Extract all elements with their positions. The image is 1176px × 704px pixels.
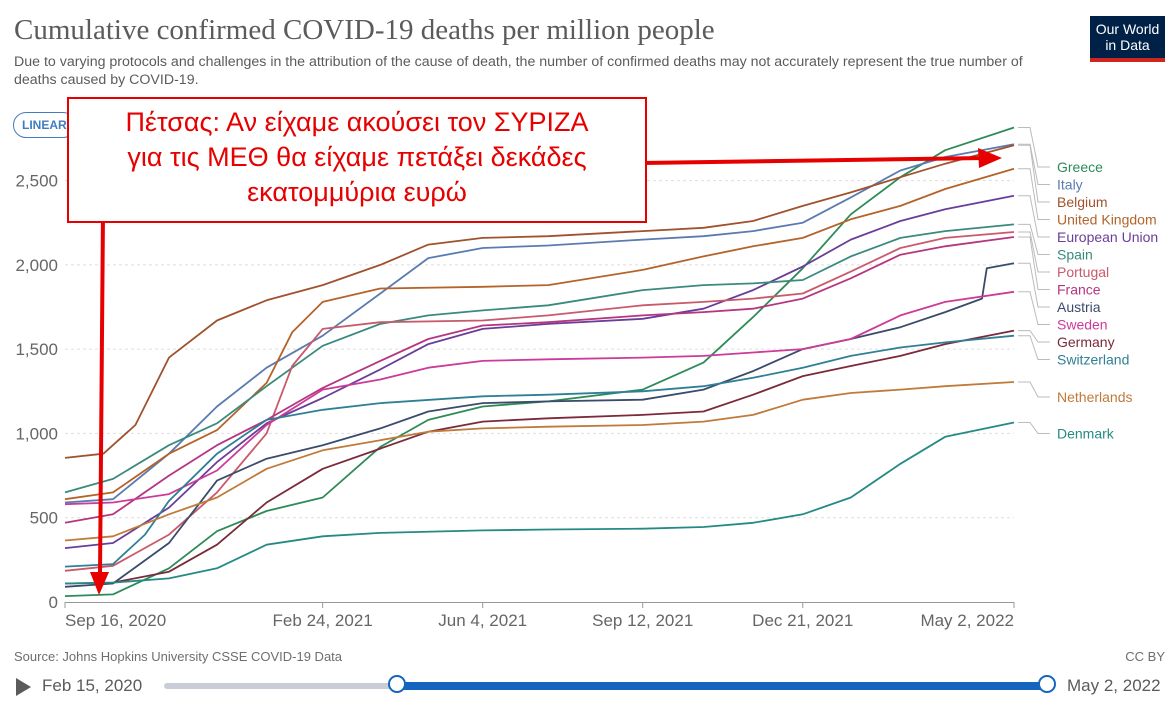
legend-label[interactable]: Spain: [1057, 247, 1093, 263]
owid-logo[interactable]: Our World in Data: [1090, 16, 1165, 62]
legend-label[interactable]: Portugal: [1057, 264, 1109, 280]
series-line-belgium[interactable]: [64, 144, 1015, 459]
series-line-european-union[interactable]: [64, 194, 1015, 549]
legend-label[interactable]: Denmark: [1057, 426, 1115, 442]
x-tick-label: Feb 24, 2021: [273, 611, 373, 630]
legend-label[interactable]: European Union: [1057, 229, 1158, 245]
axes: 0 500 1,000 1,500 2,000 2,500 Sep 16, 2020 Feb …: [15, 172, 1015, 630]
y-tick-label: 1,500: [15, 340, 58, 359]
legend-label[interactable]: Austria: [1057, 299, 1101, 315]
annotation-arrows: [90, 148, 1002, 595]
y-tick-label: 2,000: [15, 256, 58, 275]
legend-leader-line: [1018, 223, 1050, 255]
x-tick-label: Sep 12, 2021: [592, 611, 693, 630]
logo-line-1: Our World: [1095, 21, 1160, 37]
series-line-sweden[interactable]: [64, 290, 1015, 506]
series-line-denmark[interactable]: [64, 421, 1015, 585]
series-lines: [64, 126, 1015, 597]
license-note[interactable]: CC BY: [1125, 649, 1165, 664]
legend-leader-line: [1018, 143, 1050, 185]
annotation-box: [67, 97, 647, 223]
arrow-down-head: [90, 572, 109, 595]
legend-label[interactable]: France: [1057, 282, 1101, 298]
legend-label[interactable]: Belgium: [1057, 194, 1108, 210]
legend-label[interactable]: Sweden: [1057, 317, 1108, 333]
series-line-italy[interactable]: [64, 143, 1015, 504]
y-tick-label: 2,500: [15, 172, 58, 191]
legend-leader-line: [1018, 144, 1050, 203]
legend-label[interactable]: Netherlands: [1057, 389, 1133, 405]
timeline-start-handle[interactable]: [388, 675, 406, 693]
y-tick-label: 1,000: [15, 424, 58, 443]
x-tick-label: Sep 16, 2020: [65, 611, 166, 630]
annotation-line-3: εκατομμύρια ευρώ: [247, 177, 467, 207]
series-line-united-kingdom[interactable]: [64, 167, 1015, 501]
y-tick-label: 0: [49, 593, 58, 612]
logo-line-2: in Data: [1105, 37, 1150, 53]
timeline: Feb 15, 2020 May 2, 2022: [0, 670, 1176, 704]
y-tick-label: 500: [30, 509, 58, 528]
arrow-down-shaft: [98, 212, 105, 576]
legend-leader-line: [1018, 168, 1050, 220]
legend-label[interactable]: Italy: [1057, 177, 1083, 193]
series-line-switzerland[interactable]: [64, 334, 1015, 568]
legend-label[interactable]: United Kingdom: [1057, 212, 1157, 228]
x-tick-label: Jun 4, 2021: [438, 611, 527, 630]
annotation-text: Πέτσας: Αν είχαμε ακούσει τον ΣΥΡΙΖΑ για…: [70, 105, 644, 210]
source-note[interactable]: Source: Johns Hopkins University CSSE CO…: [14, 649, 343, 664]
x-tick-label: May 2, 2022: [920, 611, 1014, 630]
series-line-netherlands[interactable]: [64, 381, 1015, 542]
legend-label[interactable]: Greece: [1057, 159, 1103, 175]
legend-leader-line: [1018, 381, 1050, 398]
play-button[interactable]: [16, 678, 31, 696]
legend-leader-line: [1018, 231, 1050, 273]
series-line-austria[interactable]: [64, 262, 1015, 588]
legend-leader-line: [1018, 330, 1050, 343]
legend-leader-line: [1018, 236, 1050, 290]
series-line-spain[interactable]: [64, 223, 1015, 494]
chart-subtitle: Due to varying protocols and challenges …: [14, 54, 1023, 88]
legend-leader-line: [1018, 335, 1050, 360]
legend-leader-line: [1018, 195, 1050, 238]
timeline-range-fill: [397, 682, 1048, 690]
timeline-end-handle[interactable]: [1038, 675, 1056, 693]
arrow-right-shaft: [641, 156, 986, 165]
series-line-france[interactable]: [64, 236, 1015, 524]
timeline-end-label: May 2, 2022: [1067, 676, 1161, 695]
page-title: Cumulative confirmed COVID-19 deaths per…: [14, 14, 715, 46]
legend-leader-line: [1018, 127, 1050, 168]
legend-leader-line: [1018, 291, 1050, 325]
annotation-line-1: Πέτσας: Αν είχαμε ακούσει τον ΣΥΡΙΖΑ: [125, 107, 589, 137]
legend-label[interactable]: Switzerland: [1057, 352, 1129, 368]
legend-leader-line: [1018, 422, 1050, 434]
legend-leader-line: [1018, 262, 1050, 308]
arrow-right-head: [978, 148, 1002, 168]
annotation-line-2: για τις ΜΕΘ θα είχαμε πετάξει δεκάδες: [127, 142, 587, 172]
timeline-start-label: Feb 15, 2020: [42, 676, 143, 695]
series-line-germany[interactable]: [64, 329, 1015, 585]
legend-label[interactable]: Germany: [1057, 334, 1115, 350]
x-tick-label: Dec 21, 2021: [752, 611, 853, 630]
series-line-greece[interactable]: [64, 126, 1015, 597]
